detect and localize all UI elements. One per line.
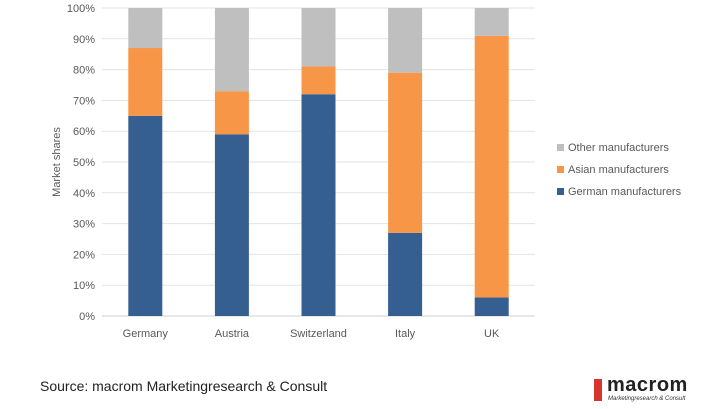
y-tick-label: 30%	[73, 219, 95, 231]
macrom-logo: macrom Marketingresearch & Consult	[594, 374, 714, 405]
y-tick-label: 50%	[73, 157, 95, 169]
stacked-bar-chart: 0% 10% 20% 30% 40% 50% 60% 70% 80% 90% 100% German…	[51, 3, 682, 340]
y-tick-label: 40%	[73, 188, 95, 200]
logo-name: macrom	[607, 374, 688, 396]
y-tick-label: 80%	[73, 65, 95, 77]
bar-segment-germany-0	[128, 115, 163, 316]
legend-swatch	[557, 166, 564, 173]
bar-segment-austria-1	[214, 91, 249, 135]
bar-segment-switzerland-1	[301, 66, 336, 95]
logo-tagline: Marketingresearch & Consult	[608, 396, 686, 402]
x-tick-label: Austria	[215, 328, 250, 340]
logo-mark	[594, 379, 602, 401]
y-tick-label: 70%	[73, 95, 95, 107]
bar-segment-uk-0	[474, 297, 509, 316]
x-tick-label: Germany	[123, 328, 169, 340]
bar-segment-italy-1	[388, 72, 423, 233]
bar-segment-austria-0	[214, 134, 249, 316]
legend-label: Other manufacturers	[568, 142, 669, 154]
y-tick-label: 90%	[73, 34, 95, 46]
bar-segment-switzerland-0	[301, 94, 336, 317]
bar-segment-uk-2	[474, 8, 509, 36]
y-axis-label: Market shares	[51, 127, 63, 197]
bar-segment-switzerland-2	[301, 8, 336, 67]
bar-segment-germany-2	[128, 8, 163, 49]
legend-label: German manufacturers	[568, 186, 682, 198]
x-tick-label: UK	[484, 328, 500, 340]
x-tick-label: Switzerland	[290, 328, 347, 340]
y-tick-label: 20%	[73, 249, 95, 261]
legend-swatch	[557, 188, 564, 195]
legend-swatch	[557, 144, 564, 151]
source-note: Source: macrom Marketingresearch & Consu…	[40, 378, 328, 394]
x-tick-label: Italy	[395, 328, 416, 340]
bar-segment-germany-1	[128, 48, 163, 116]
y-tick-label: 100%	[67, 3, 95, 15]
bar-segment-austria-2	[214, 8, 249, 92]
legend-label: Asian manufacturers	[568, 164, 669, 176]
y-tick-label: 60%	[73, 126, 95, 138]
bar-segment-uk-1	[474, 35, 509, 298]
bar-segment-italy-0	[388, 232, 423, 316]
bar-segment-italy-2	[388, 8, 423, 73]
y-tick-label: 0%	[79, 311, 95, 323]
y-tick-label: 10%	[73, 280, 95, 292]
